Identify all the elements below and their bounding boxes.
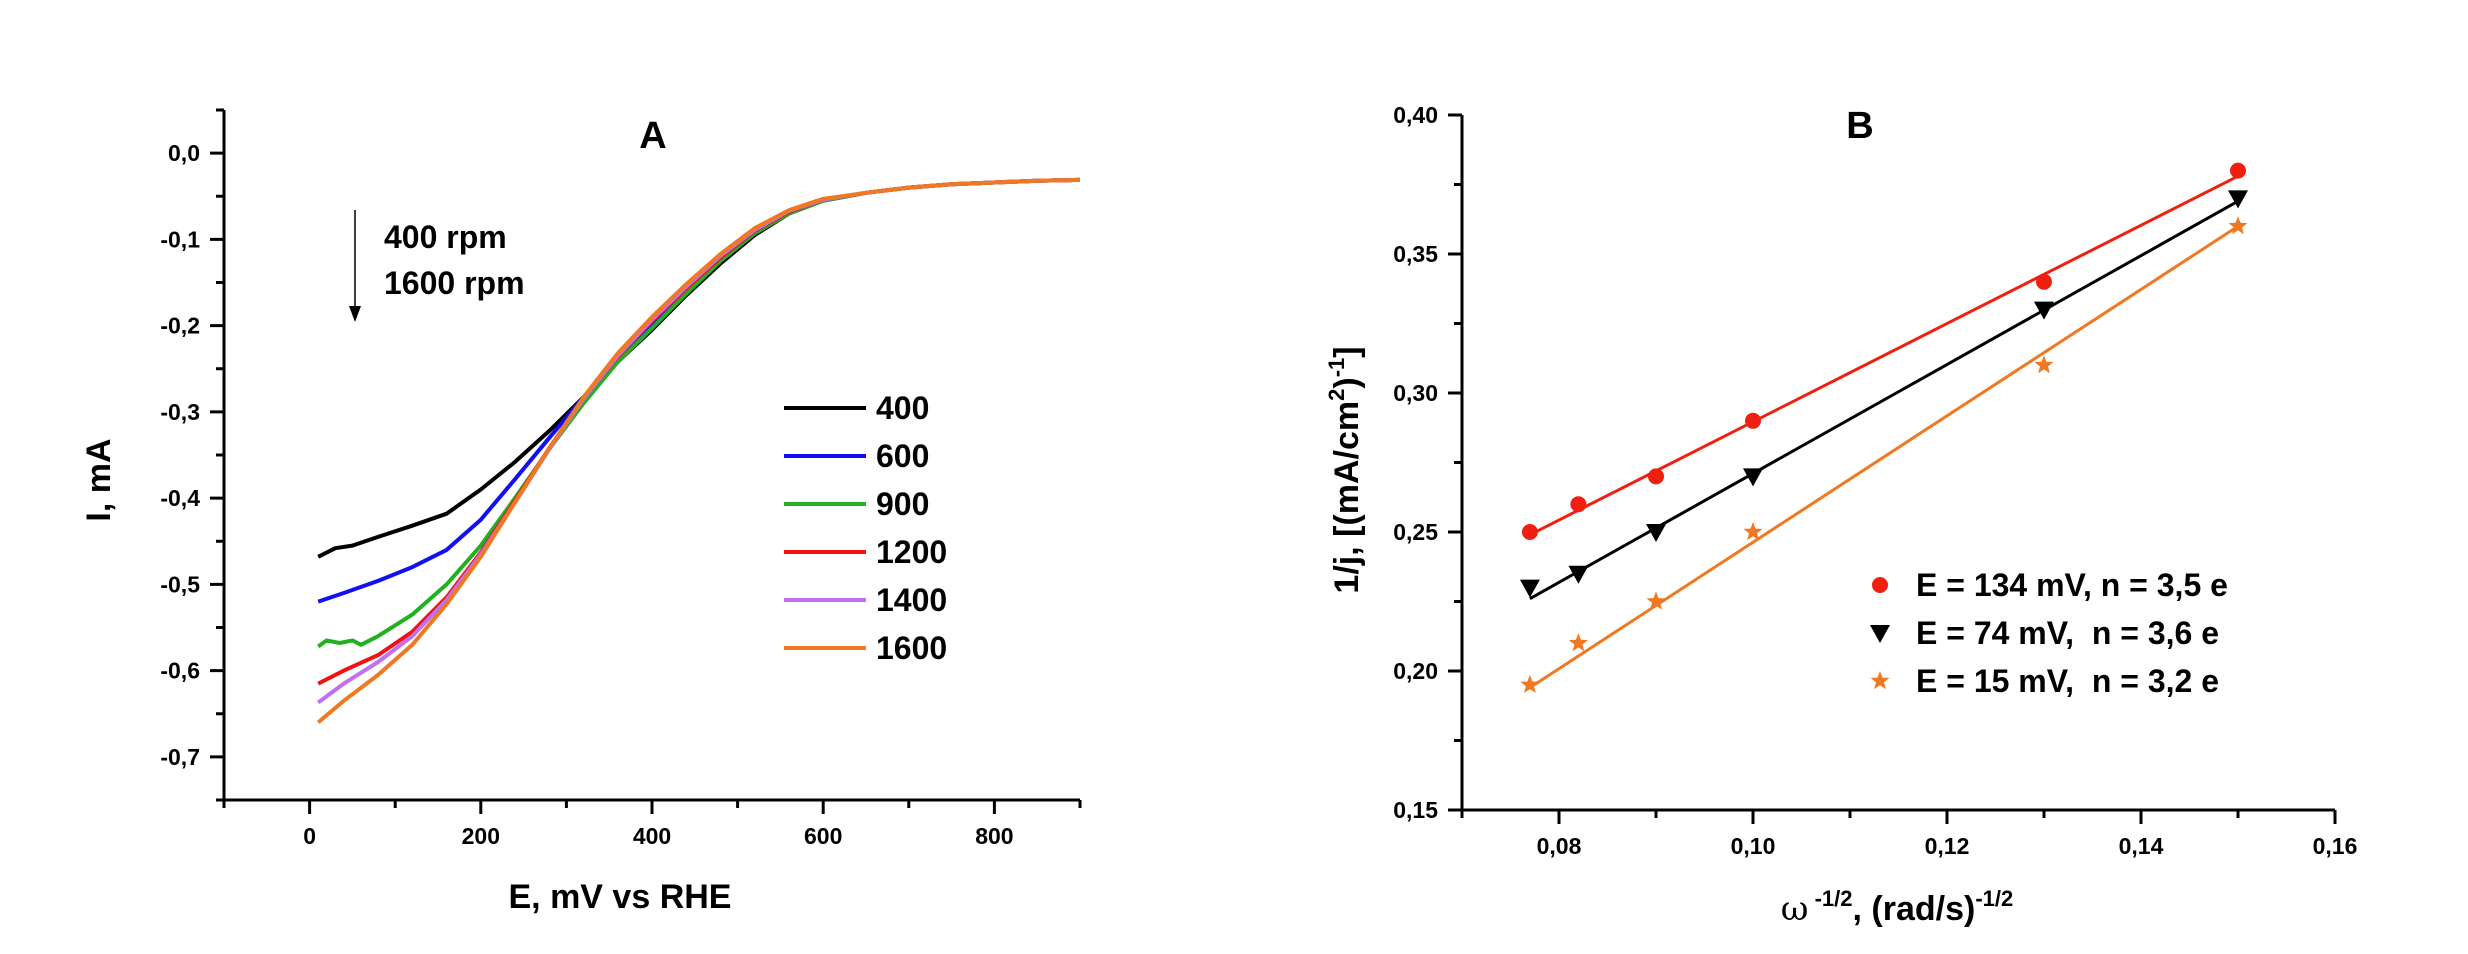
panel-b-y-tick-label: 0,15 bbox=[1393, 797, 1438, 823]
panel-b-axes: 0,08 0,10 0,12 0,14 0,16 0,15 0,20 0,25 0,30 0,35… bbox=[1393, 102, 2357, 859]
panel-b-point-1 bbox=[1646, 524, 1666, 542]
panel-b-legend-label: E = 74 mV, n = 3,6 e bbox=[1916, 615, 2219, 651]
panel-b-point-1 bbox=[1519, 579, 1540, 598]
panel-a-y-tick-label: -0,2 bbox=[160, 313, 200, 339]
panel-b-x-tick-label: 0,10 bbox=[1731, 833, 1776, 859]
panel-a-x-axis-title: E, mV vs RHE bbox=[509, 878, 732, 916]
panel-b-legend-marker bbox=[1870, 625, 1890, 643]
panel-a-series-line-1200 bbox=[317, 177, 1081, 686]
panel-b-fit-line-2 bbox=[1529, 224, 2239, 689]
panel-a-series-line-1400 bbox=[317, 177, 1081, 705]
panel-a-y-tick-label: -0,7 bbox=[160, 744, 200, 770]
panel-b-point-1 bbox=[2228, 190, 2248, 209]
panel-a-x-tick-label: 200 bbox=[462, 823, 500, 849]
panel-b-y-axis-end: ] bbox=[1328, 346, 1366, 357]
panel-a-y-tick-label: -0,4 bbox=[160, 485, 200, 511]
panel-b-point-1 bbox=[2034, 301, 2054, 320]
panel-a-y-tick-label: 0,0 bbox=[168, 140, 200, 166]
panel-b-legend-marker bbox=[1870, 671, 1890, 690]
panel-b-x-tick-label: 0,14 bbox=[2119, 833, 2164, 859]
panel-b-point-2 bbox=[1520, 674, 1540, 693]
panel-b-y-tick-label: 0,25 bbox=[1393, 519, 1438, 545]
panel-a-x-tick-label: 600 bbox=[804, 823, 842, 849]
panel-b-point-0 bbox=[1521, 524, 1538, 540]
panel-b-y-axis-exp1: 2 bbox=[1324, 389, 1349, 401]
panel-b-point-0 bbox=[1648, 468, 1664, 485]
panel-a-y-tick-label: -0,5 bbox=[160, 571, 200, 597]
panel-b-x-tick-label: 0,08 bbox=[1537, 833, 1582, 859]
panel-a-y-tick-label: -0,6 bbox=[160, 658, 200, 684]
panel-a-x-tick-label: 400 bbox=[633, 823, 671, 849]
panel-b-y-tick-label: 0,30 bbox=[1393, 380, 1438, 406]
panel-b-point-1 bbox=[1743, 468, 1763, 487]
panel-a-legend-label: 400 bbox=[876, 390, 929, 426]
panel-b-point-2 bbox=[1568, 633, 1588, 652]
panel-b-x-axis-title: ω -1/2, (rad/s)-1/2 bbox=[1781, 886, 2014, 929]
panel-b-point-2 bbox=[1743, 522, 1763, 541]
panel-a-annotation-text: 400 rpm bbox=[384, 219, 507, 255]
panel-b-point-0 bbox=[2230, 162, 2246, 179]
panel-b-x-axis-exp: -1/2 bbox=[1975, 886, 2013, 911]
panel-b-fit-line-0 bbox=[1529, 174, 2239, 537]
panel-b-point-0 bbox=[1745, 412, 1761, 429]
panel-a-label: A bbox=[639, 115, 666, 157]
panel-b-x-axis-symbol-exp: -1/2 bbox=[1808, 886, 1852, 911]
panel-b-y-axis-title: 1/j, [(mA/cm2)-1] bbox=[1324, 346, 1366, 593]
panel-a-legend-label: 900 bbox=[876, 486, 929, 522]
panel-a-legend-label: 1600 bbox=[876, 630, 947, 666]
panel-b-y-axis-main: 1/j, [(mA/cm bbox=[1328, 401, 1366, 594]
panel-b-y-axis-mid: ) bbox=[1328, 377, 1366, 388]
panel-b-y-tick-label: 0,35 bbox=[1393, 241, 1438, 267]
panel-a-x-tick-label: 0 bbox=[303, 823, 316, 849]
panel-b-point-2 bbox=[1646, 591, 1666, 610]
panel-b-x-axis-symbol: ω bbox=[1781, 889, 1809, 929]
panel-b-y-tick-label: 0,20 bbox=[1393, 658, 1438, 684]
panel-b-point-2 bbox=[2034, 355, 2054, 374]
panel-b-point-1 bbox=[1568, 565, 1589, 584]
panel-a-y-axis-title: I, mA bbox=[80, 438, 118, 521]
panel-a-legend: 400 600 900 1200 1400 1600 bbox=[784, 390, 947, 666]
panel-b-legend-marker bbox=[1872, 577, 1888, 593]
panel-a-legend-label: 600 bbox=[876, 438, 929, 474]
panel-b-y-tick-label: 0,40 bbox=[1393, 102, 1438, 128]
panel-b-x-tick-label: 0,12 bbox=[1925, 833, 1970, 859]
panel-b-x-tick-label: 0,16 bbox=[2313, 833, 2358, 859]
panel-b-series bbox=[1519, 162, 2248, 693]
panel-b-legend: E = 134 mV, n = 3,5 e E = 74 mV, n = 3,6 … bbox=[1870, 567, 2228, 699]
panel-a-x-tick-label: 800 bbox=[975, 823, 1013, 849]
panel-a-legend-label: 1400 bbox=[876, 582, 947, 618]
panel-a-series bbox=[316, 177, 1081, 724]
panel-a-legend-label: 1200 bbox=[876, 534, 947, 570]
panel-b-x-axis-main: , (rad/s) bbox=[1853, 890, 1976, 928]
panel-b-legend-label: E = 15 mV, n = 3,2 e bbox=[1916, 663, 2219, 699]
panel-b-point-2 bbox=[2228, 216, 2248, 235]
panel-b-chart: B 0,08 0,10 0,12 0,14 0,160,150,200,250,300,… bbox=[1324, 102, 2357, 929]
panel-a-arrow-head bbox=[349, 306, 361, 322]
panel-a-series-line-1600 bbox=[316, 177, 1081, 724]
panel-b-point-0 bbox=[1570, 496, 1587, 513]
panel-a-axes: 0 200 400 600 800 0,0 -0,1 -0,2 -0,3 -0,4 -0,5 -0,6… bbox=[160, 108, 1082, 849]
panel-b-fit-line-1 bbox=[1529, 199, 2239, 601]
panel-a-y-tick-label: -0,3 bbox=[160, 399, 200, 425]
panel-b-y-axis-exp2: -1 bbox=[1324, 358, 1349, 378]
panel-a-y-tick-label: -0,1 bbox=[160, 226, 200, 252]
panel-a-annotation-text: 1600 rpm bbox=[384, 265, 525, 301]
panel-b-legend-label: E = 134 mV, n = 3,5 e bbox=[1916, 567, 2228, 603]
panel-a-annotation: 400 rpm 1600 rpm bbox=[349, 210, 525, 322]
panel-b-label: B bbox=[1846, 105, 1873, 147]
panel-a-chart: A 0 200 400 600 800 0,0 -0,1 -0,2 -0,3 -0,4 -0,5 -0… bbox=[80, 108, 1082, 916]
panel-b-point-0 bbox=[2036, 273, 2052, 290]
